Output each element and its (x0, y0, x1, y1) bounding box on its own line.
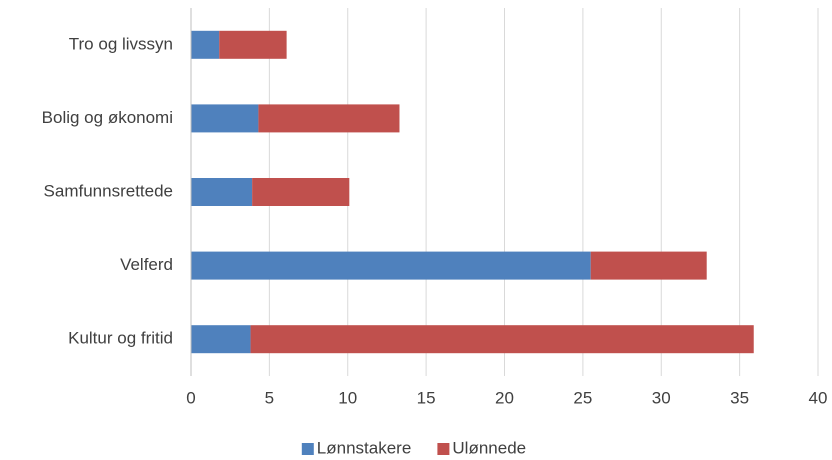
y-tick-label: Tro og livssyn (69, 34, 173, 53)
bar-segment (191, 104, 259, 133)
bar-segment (590, 251, 707, 280)
bar-segment (258, 104, 400, 133)
x-tick-label: 10 (338, 388, 357, 407)
x-tick-label: 25 (573, 388, 592, 407)
legend-swatch (301, 443, 314, 455)
y-tick-label: Kultur og fritid (68, 329, 173, 348)
y-tick-label: Samfunnsrettede (44, 181, 173, 200)
bar-segment (191, 178, 253, 206)
x-tick-label: 35 (730, 388, 749, 407)
bar-segment (250, 325, 754, 354)
bar-segment (252, 178, 350, 206)
x-tick-label: 20 (495, 388, 514, 407)
x-tick-label: 15 (417, 388, 436, 407)
x-tick-label: 0 (186, 388, 195, 407)
x-tick-label: 40 (809, 388, 828, 407)
legend-label: Lønnstakere (317, 438, 412, 457)
y-tick-label: Bolig og økonomi (42, 108, 173, 127)
bar-segment (191, 325, 251, 354)
bar-segment (219, 30, 287, 59)
x-tick-label: 30 (652, 388, 671, 407)
x-tick-label: 5 (265, 388, 274, 407)
bar-segment (191, 251, 591, 280)
bar-segment (191, 30, 220, 59)
legend-label: Ulønnede (452, 438, 526, 457)
y-tick-label: Velferd (120, 255, 173, 274)
legend-swatch (437, 443, 450, 455)
